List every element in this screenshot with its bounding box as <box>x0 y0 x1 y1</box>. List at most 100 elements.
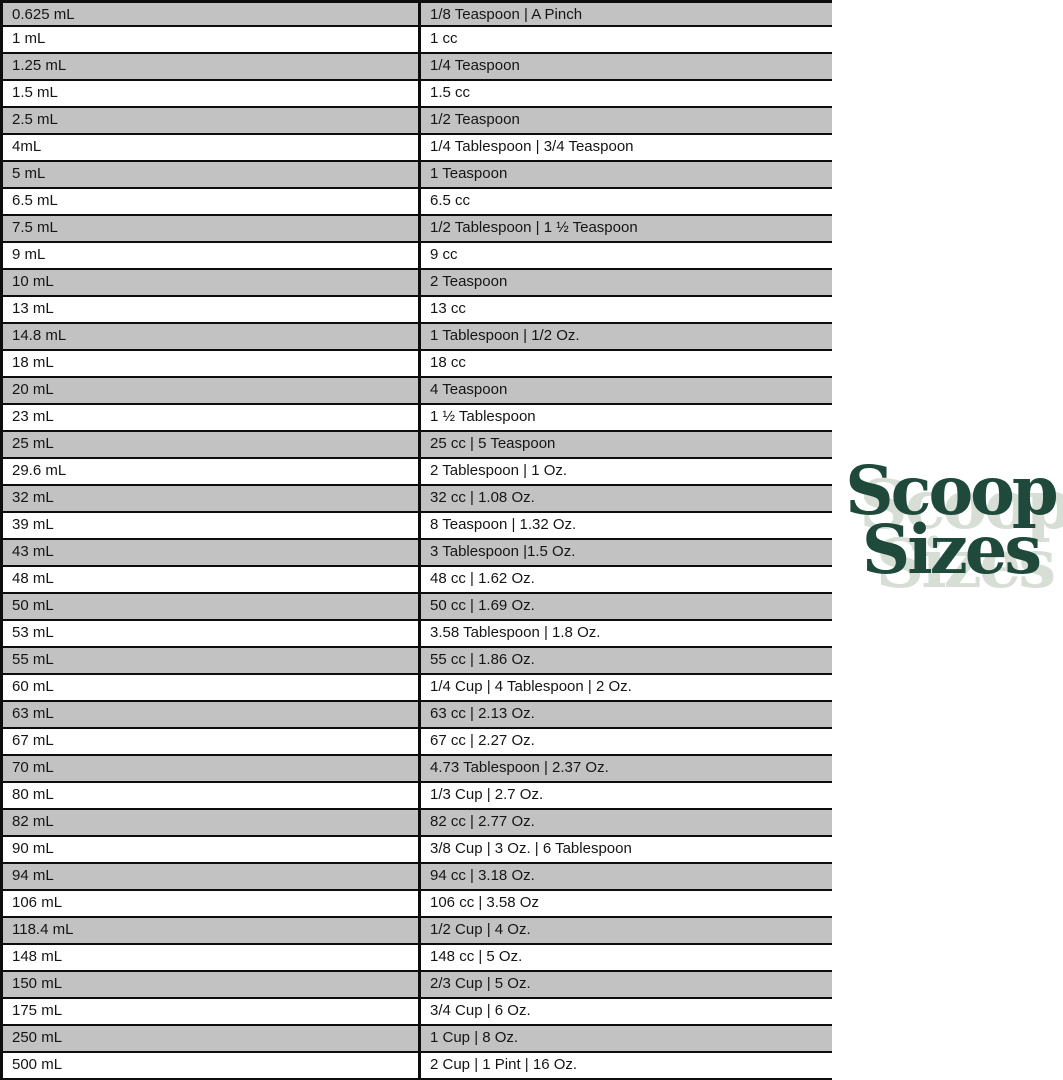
equivalent-cell: 6.5 cc <box>430 192 471 209</box>
equivalent-cell: 2 Cup | 1 Pint | 16 Oz. <box>430 1056 578 1073</box>
ml-cell: 5 mL <box>0 162 421 187</box>
ml-cell: 80 mL <box>0 783 421 808</box>
equivalent-cell: 82 cc | 2.77 Oz. <box>430 813 535 830</box>
equivalent-cell: 1/3 Cup | 2.7 Oz. <box>430 786 544 803</box>
table-row: 82 mL 82 cc | 2.77 Oz. <box>0 810 832 837</box>
equivalent-cell: 1.5 cc <box>430 84 471 101</box>
ml-cell: 4mL <box>0 135 421 160</box>
equivalent-cell: 2 Teaspoon <box>430 273 508 290</box>
equivalent-cell: 1/2 Cup | 4 Oz. <box>430 921 531 938</box>
table-row: 6.5 mL 6.5 cc <box>0 189 832 216</box>
table-row: 106 mL 106 cc | 3.58 Oz <box>0 891 832 918</box>
equivalent-cell: 1/4 Cup | 4 Tablespoon | 2 Oz. <box>430 678 632 695</box>
table-row: 25 mL 25 cc | 5 Teaspoon <box>0 432 832 459</box>
ml-cell: 20 mL <box>0 378 421 403</box>
ml-cell: 1.5 mL <box>0 81 421 106</box>
equivalent-cell: 3 Tablespoon |1.5 Oz. <box>430 543 576 560</box>
ml-cell: 55 mL <box>0 648 421 673</box>
ml-cell: 94 mL <box>0 864 421 889</box>
table-row: 4mL 1/4 Tablespoon | 3/4 Teaspoon <box>0 135 832 162</box>
table-row: 1.25 mL 1/4 Teaspoon <box>0 54 832 81</box>
equivalent-cell: 1/2 Tablespoon | 1 ½ Teaspoon <box>430 219 638 236</box>
logo-scoop-sizes: Scoop Sizes <box>838 457 1063 589</box>
equivalent-cell: 67 cc | 2.27 Oz. <box>430 732 535 749</box>
table-row: 2.5 mL 1/2 Teaspoon <box>0 108 832 135</box>
ml-cell: 53 mL <box>0 621 421 646</box>
equivalent-cell: 55 cc | 1.86 Oz. <box>430 651 535 668</box>
equivalent-cell: 3.58 Tablespoon | 1.8 Oz. <box>430 624 601 641</box>
table-row: 67 mL 67 cc | 2.27 Oz. <box>0 729 832 756</box>
ml-cell: 18 mL <box>0 351 421 376</box>
table-row: 53 mL 3.58 Tablespoon | 1.8 Oz. <box>0 621 832 648</box>
table-row: 150 mL 2/3 Cup | 5 Oz. <box>0 972 832 999</box>
table-row: 20 mL 4 Teaspoon <box>0 378 832 405</box>
table-row: 5 mL 1 Teaspoon <box>0 162 832 189</box>
table-row: 39 mL 8 Teaspoon | 1.32 Oz. <box>0 513 832 540</box>
ml-cell: 67 mL <box>0 729 421 754</box>
equivalent-cell: 1 Teaspoon <box>430 165 508 182</box>
table-row: 250 mL 1 Cup | 8 Oz. <box>0 1026 832 1053</box>
equivalent-cell: 1/4 Tablespoon | 3/4 Teaspoon <box>430 138 634 155</box>
equivalent-cell: 50 cc | 1.69 Oz. <box>430 597 535 614</box>
equivalent-cell: 106 cc | 3.58 Oz <box>430 894 539 911</box>
equivalent-cell: 1/4 Teaspoon <box>430 57 520 74</box>
ml-cell: 6.5 mL <box>0 189 421 214</box>
ml-cell: 13 mL <box>0 297 421 322</box>
ml-cell: 1 mL <box>0 27 421 52</box>
ml-cell: 63 mL <box>0 702 421 727</box>
ml-cell: 250 mL <box>0 1026 421 1051</box>
table-row: 13 mL 13 cc <box>0 297 832 324</box>
table-row: 1 mL 1 cc <box>0 27 832 54</box>
equivalent-cell: 25 cc | 5 Teaspoon <box>430 435 556 452</box>
equivalent-cell: 3/8 Cup | 3 Oz. | 6 Tablespoon <box>430 840 632 857</box>
ml-cell: 175 mL <box>0 999 421 1024</box>
table-row: 63 mL 63 cc | 2.13 Oz. <box>0 702 832 729</box>
table-row: 148 mL 148 cc | 5 Oz. <box>0 945 832 972</box>
ml-cell: 29.6 mL <box>0 459 421 484</box>
table-row: 18 mL 18 cc <box>0 351 832 378</box>
equivalent-cell: 1 cc <box>430 30 458 47</box>
ml-cell: 0.625 mL <box>0 3 421 25</box>
table-row: 94 mL 94 cc | 3.18 Oz. <box>0 864 832 891</box>
equivalent-cell: 1/2 Teaspoon <box>430 111 520 128</box>
ml-cell: 14.8 mL <box>0 324 421 349</box>
table-row: 10 mL 2 Teaspoon <box>0 270 832 297</box>
equivalent-cell: 8 Teaspoon | 1.32 Oz. <box>430 516 577 533</box>
equivalent-cell: 2/3 Cup | 5 Oz. <box>430 975 531 992</box>
table-row: 175 mL 3/4 Cup | 6 Oz. <box>0 999 832 1026</box>
equivalent-cell: 9 cc <box>430 246 458 263</box>
ml-cell: 500 mL <box>0 1053 421 1078</box>
equivalent-cell: 1/8 Teaspoon | A Pinch <box>430 6 583 23</box>
ml-cell: 32 mL <box>0 486 421 511</box>
equivalent-cell: 2 Tablespoon | 1 Oz. <box>430 462 568 479</box>
ml-cell: 1.25 mL <box>0 54 421 79</box>
equivalent-cell: 1 Tablespoon | 1/2 Oz. <box>430 327 580 344</box>
table-row: 0.625 mL 1/8 Teaspoon | A Pinch <box>0 0 832 27</box>
ml-cell: 9 mL <box>0 243 421 268</box>
table-row: 55 mL 55 cc | 1.86 Oz. <box>0 648 832 675</box>
equivalent-cell: 148 cc | 5 Oz. <box>430 948 523 965</box>
equivalent-cell: 4 Teaspoon <box>430 381 508 398</box>
ml-cell: 90 mL <box>0 837 421 862</box>
table-row: 90 mL 3/8 Cup | 3 Oz. | 6 Tablespoon <box>0 837 832 864</box>
conversion-table: 0.625 mL 1/8 Teaspoon | A Pinch 1 mL 1 cc 1.… <box>0 0 832 1080</box>
table-row: 50 mL 50 cc | 1.69 Oz. <box>0 594 832 621</box>
table-row: 1.5 mL 1.5 cc <box>0 81 832 108</box>
ml-cell: 25 mL <box>0 432 421 457</box>
equivalent-cell: 18 cc <box>430 354 466 371</box>
ml-cell: 150 mL <box>0 972 421 997</box>
ml-cell: 70 mL <box>0 756 421 781</box>
equivalent-cell: 94 cc | 3.18 Oz. <box>430 867 535 884</box>
table-row: 60 mL 1/4 Cup | 4 Tablespoon | 2 Oz. <box>0 675 832 702</box>
table-row: 70 mL 4.73 Tablespoon | 2.37 Oz. <box>0 756 832 783</box>
equivalent-cell: 3/4 Cup | 6 Oz. <box>430 1002 531 1019</box>
ml-cell: 23 mL <box>0 405 421 430</box>
table-row: 23 mL 1 ½ Tablespoon <box>0 405 832 432</box>
ml-cell: 48 mL <box>0 567 421 592</box>
ml-cell: 118.4 mL <box>0 918 421 943</box>
table-row: 29.6 mL 2 Tablespoon | 1 Oz. <box>0 459 832 486</box>
ml-cell: 10 mL <box>0 270 421 295</box>
logo-line-2: Sizes <box>861 510 1042 589</box>
table-row: 32 mL 32 cc | 1.08 Oz. <box>0 486 832 513</box>
ml-cell: 106 mL <box>0 891 421 916</box>
